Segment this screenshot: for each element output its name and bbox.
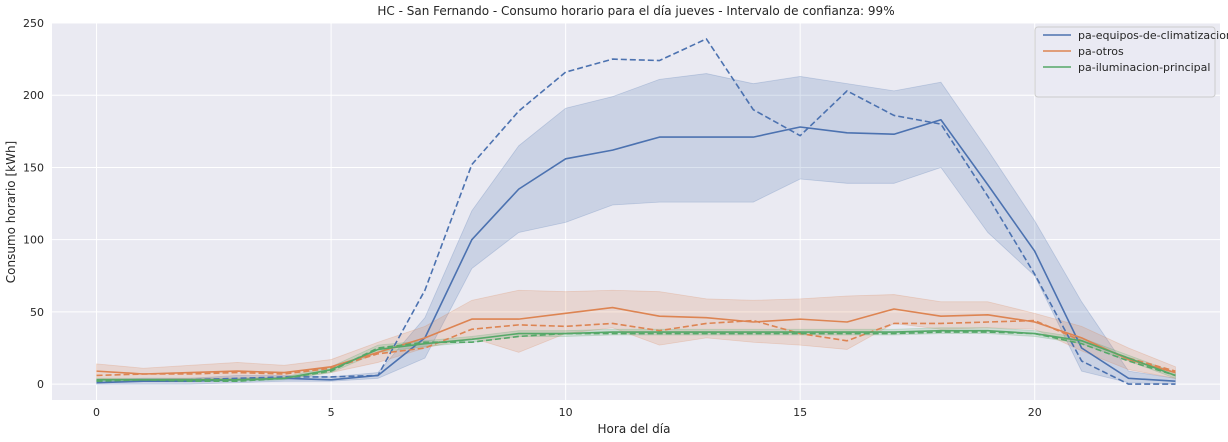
- legend-box: [1034, 26, 1216, 98]
- reference-line-equipos-de-climatizacion: [96, 38, 1176, 385]
- y-tick-label: 150: [23, 161, 44, 174]
- y-tick-label: 0: [37, 378, 44, 391]
- series-lines: [96, 38, 1176, 385]
- legend-label-iluminacion: pa-iluminacion-principal: [1078, 61, 1210, 74]
- grid-lines: [52, 22, 1220, 400]
- legend: pa-equipos-de-climatizacion pa-otros pa-…: [1034, 26, 1228, 98]
- legend-label-otros: pa-otros: [1078, 45, 1124, 58]
- reference-line-iluminacion-principal: [96, 331, 1176, 383]
- x-tick-label: 20: [1028, 406, 1042, 419]
- plot-background: [52, 23, 1220, 400]
- x-tick-label: 10: [559, 406, 573, 419]
- x-tick-label: 0: [93, 406, 100, 419]
- x-axis-label: Hora del día: [598, 422, 671, 436]
- x-tick-label: 15: [793, 406, 807, 419]
- mean-line-otros: [96, 306, 1176, 375]
- chart-title: HC - San Fernando - Consumo horario para…: [377, 4, 894, 18]
- y-axis-label: Consumo horario [kWh]: [4, 141, 18, 283]
- y-tick-label: 50: [30, 306, 44, 319]
- legend-label-climatizacion: pa-equipos-de-climatizacion: [1078, 29, 1228, 42]
- reference-line-otros: [96, 319, 1176, 377]
- y-tick-label: 100: [23, 234, 44, 247]
- x-tick-label: 5: [328, 406, 335, 419]
- y-tick-label: 200: [23, 89, 44, 102]
- y-tick-label: 250: [23, 17, 44, 30]
- confidence-band-iluminacion-principal: [96, 327, 1176, 382]
- mean-line-iluminacion-principal: [96, 329, 1176, 381]
